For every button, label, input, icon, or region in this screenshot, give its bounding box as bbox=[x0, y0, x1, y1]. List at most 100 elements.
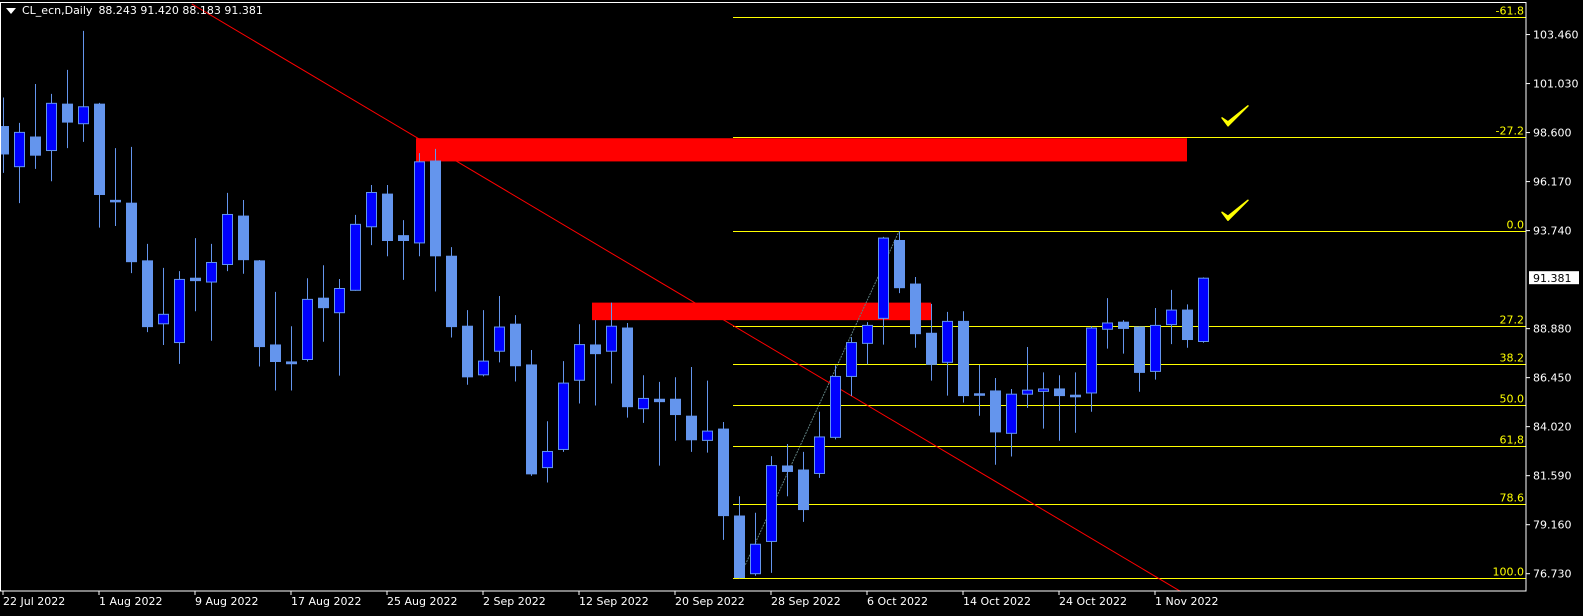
candle bbox=[910, 276, 921, 348]
bull-candle-body bbox=[78, 106, 89, 125]
candle bbox=[238, 199, 249, 274]
bull-candle-body bbox=[862, 324, 873, 344]
candle bbox=[382, 185, 393, 257]
bear-candle-body bbox=[398, 235, 409, 241]
bull-candle-body bbox=[846, 342, 857, 377]
x-tick-label: 12 Sep 2022 bbox=[579, 595, 649, 608]
checkmarks bbox=[1221, 105, 1249, 222]
bear-candle-body bbox=[318, 297, 329, 309]
candle bbox=[558, 361, 569, 452]
bull-candle-body bbox=[638, 397, 649, 410]
x-tick-label: 1 Nov 2022 bbox=[1155, 595, 1218, 608]
candle bbox=[222, 192, 233, 272]
x-tick-label: 22 Jul 2022 bbox=[3, 595, 65, 608]
bear-candle-body bbox=[990, 390, 1001, 433]
candle bbox=[14, 122, 25, 204]
bear-candle-body bbox=[894, 239, 905, 289]
candle bbox=[366, 185, 377, 246]
candle bbox=[798, 451, 809, 522]
candle bbox=[494, 295, 505, 363]
dropdown-triangle-icon[interactable] bbox=[6, 7, 16, 14]
bull-candle-body bbox=[206, 261, 217, 283]
bull-candle-body bbox=[558, 382, 569, 450]
bull-candle-body bbox=[366, 191, 377, 228]
bear-candle-body bbox=[510, 323, 521, 367]
bear-candle-body bbox=[926, 332, 937, 365]
candle bbox=[782, 444, 793, 497]
candle bbox=[478, 310, 489, 377]
bear-candle-body bbox=[670, 398, 681, 416]
fib-level-label: 38.2 bbox=[1500, 352, 1525, 365]
fibonacci-retracement: -61.8 -27.2 0.0 27.2 38.2 50.0 61,8 78.6 100.0 bbox=[733, 5, 1526, 579]
candle bbox=[894, 231, 905, 294]
trendline bbox=[191, 3, 1181, 592]
candle bbox=[1038, 372, 1049, 429]
candle bbox=[654, 381, 665, 466]
candle bbox=[126, 146, 137, 274]
bear-candle-body bbox=[1134, 326, 1145, 373]
bull-candle-body bbox=[334, 287, 345, 314]
y-tick-label: 98.600 bbox=[1533, 127, 1572, 140]
candle bbox=[830, 365, 841, 440]
x-tick-label: 6 Oct 2022 bbox=[867, 595, 928, 608]
time-axis[interactable]: 22 Jul 2022 1 Aug 2022 9 Aug 2022 17 Aug 20… bbox=[2, 591, 1218, 608]
x-tick-label: 17 Aug 2022 bbox=[291, 595, 361, 608]
fib-level-label: 27.2 bbox=[1500, 314, 1525, 327]
candle bbox=[1070, 372, 1081, 433]
bear-candle-body bbox=[798, 469, 809, 511]
x-tick-label: 24 Oct 2022 bbox=[1059, 595, 1127, 608]
bear-candle-body bbox=[622, 327, 633, 408]
candle bbox=[686, 366, 697, 452]
candle bbox=[462, 310, 473, 385]
fib-level-label: 78.6 bbox=[1500, 492, 1525, 505]
y-tick-label: 76.730 bbox=[1533, 568, 1572, 581]
candle bbox=[94, 102, 105, 228]
bear-candle-body bbox=[30, 136, 41, 156]
candle bbox=[254, 260, 265, 367]
candle bbox=[942, 311, 953, 396]
candle bbox=[1086, 326, 1097, 412]
current-price-box bbox=[1529, 271, 1579, 285]
price-axis[interactable]: 103.460 101.030 98.600 96.170 93.740 88.880 86… bbox=[1526, 29, 1579, 581]
y-tick-label: 84.020 bbox=[1533, 421, 1572, 434]
bull-candle-body bbox=[606, 325, 617, 352]
candle bbox=[302, 278, 313, 362]
x-tick-label: 20 Sep 2022 bbox=[675, 595, 745, 608]
candle bbox=[702, 380, 713, 453]
x-tick-label: 25 Aug 2022 bbox=[387, 595, 457, 608]
bull-candle-body bbox=[46, 102, 57, 152]
candle bbox=[206, 243, 217, 341]
bull-candle-body bbox=[1022, 389, 1033, 395]
check-icon bbox=[1221, 199, 1249, 222]
bull-candle-body bbox=[14, 131, 25, 168]
candle bbox=[638, 375, 649, 423]
bull-candle-body bbox=[414, 161, 425, 244]
candle bbox=[190, 238, 201, 312]
bear-candle-body bbox=[974, 393, 985, 396]
bull-candle-body bbox=[878, 237, 889, 319]
candle bbox=[1182, 304, 1193, 348]
candle bbox=[974, 364, 985, 416]
fib-level-label: 0.0 bbox=[1507, 219, 1525, 232]
bull-candle-body bbox=[1038, 388, 1049, 392]
bull-candle-body bbox=[1006, 393, 1017, 434]
bear-candle-body bbox=[430, 160, 441, 257]
candle bbox=[1166, 289, 1177, 345]
bull-candle-body bbox=[174, 278, 185, 344]
check-icon bbox=[1221, 105, 1249, 127]
bear-candle-body bbox=[462, 325, 473, 378]
candle bbox=[318, 265, 329, 342]
fib-diagonal-line bbox=[738, 231, 900, 579]
candle bbox=[1118, 320, 1129, 354]
bull-candle-body bbox=[1166, 309, 1177, 326]
candle bbox=[158, 267, 169, 345]
bull-candle-body bbox=[478, 360, 489, 376]
bull-candle-body bbox=[1102, 322, 1113, 330]
bear-candle-body bbox=[382, 193, 393, 241]
candle bbox=[814, 411, 825, 478]
x-tick-label: 28 Sep 2022 bbox=[771, 595, 841, 608]
bear-candle-body bbox=[0, 126, 9, 155]
candle bbox=[606, 302, 617, 384]
candle bbox=[398, 220, 409, 280]
